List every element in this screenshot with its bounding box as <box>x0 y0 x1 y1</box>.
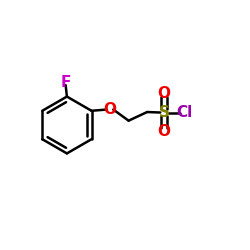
Text: Cl: Cl <box>176 105 192 120</box>
Text: O: O <box>104 102 117 117</box>
Text: F: F <box>60 75 71 90</box>
Text: O: O <box>158 86 170 102</box>
Text: S: S <box>158 105 170 120</box>
Text: O: O <box>158 124 170 138</box>
